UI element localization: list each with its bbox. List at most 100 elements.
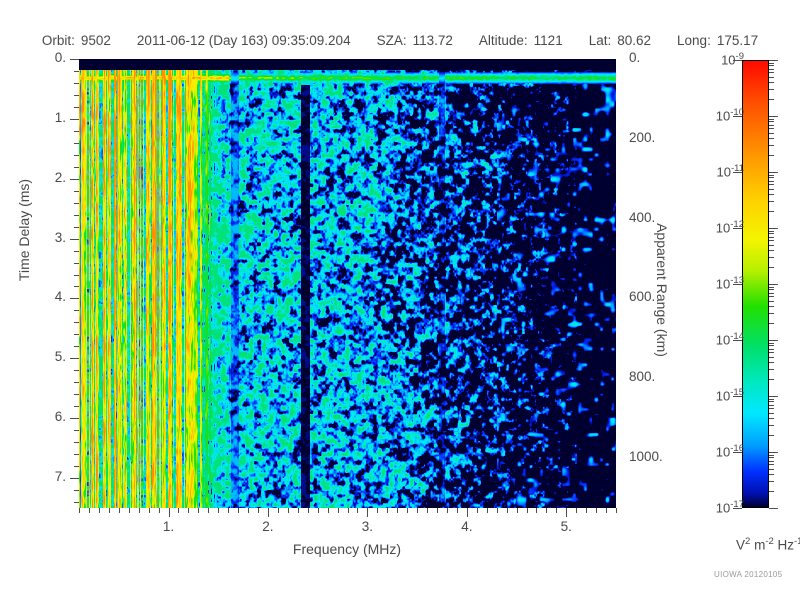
colorbar-tick-minor: [769, 128, 774, 129]
colorbar-tick-minor: [769, 119, 774, 120]
colorbar-tick-minor: [769, 474, 774, 475]
colorbar-tick-minor: [769, 250, 774, 251]
colorbar-tick-minor: [769, 138, 774, 139]
x-tick-minor: [616, 508, 617, 513]
x-tick-minor: [387, 508, 388, 513]
colorbar-tick-major: [733, 508, 742, 509]
header-field-5: Long: 175.17: [677, 33, 758, 48]
y2-tick-label: 800.: [629, 369, 656, 385]
x-tick-minor: [477, 508, 478, 513]
colorbar-tick-major: [733, 452, 742, 453]
y-tick-minor: [74, 167, 79, 168]
y-tick-minor: [74, 203, 79, 204]
colorbar-tick-minor: [769, 231, 774, 232]
x-tick-minor: [298, 508, 299, 513]
y-tick-minor: [74, 155, 79, 156]
x-tick-minor: [437, 508, 438, 513]
x-tick-major: [367, 508, 368, 517]
time-delay-axis: [0, 0, 79, 600]
colorbar-tick-minor: [769, 267, 774, 268]
colorbar-tick-label: 10-11: [716, 163, 745, 180]
colorbar-tick-labels: 10-9 10-10 10-11 10-12 10-13 10-14 10-15 10-16 1…: [688, 51, 745, 518]
colorbar-tick-major: [769, 116, 778, 117]
colorbar-tick-minor: [769, 99, 774, 100]
x-tick-minor: [238, 508, 239, 513]
y-tick-minor: [74, 143, 79, 144]
y-tick-minor: [74, 406, 79, 407]
x-tick-minor: [507, 508, 508, 513]
y-tick-label: 3.: [54, 229, 66, 245]
x-tick-minor: [178, 508, 179, 513]
colorbar-tick-minor: [769, 181, 774, 182]
x-tick-minor: [596, 508, 597, 513]
colorbar-tick-minor: [769, 133, 774, 134]
colorbar-tick-label: 10-15: [715, 387, 744, 404]
colorbar-tick-label: 10-17: [715, 499, 744, 516]
colorbar-tick-major: [733, 228, 742, 229]
colorbar-tick-minor: [769, 155, 774, 156]
colorbar-tick-minor: [769, 461, 774, 462]
colorbar-tick-minor: [769, 345, 774, 346]
x-tick-minor: [328, 508, 329, 513]
y-tick-minor: [74, 107, 79, 108]
colorbar-tick-minor: [769, 189, 774, 190]
colorbar-tick-major: [769, 396, 778, 397]
y-tick-minor: [74, 95, 79, 96]
y-tick-label: 1.: [54, 109, 66, 125]
colorbar-tick-minor: [769, 464, 774, 465]
y-tick-major: [70, 478, 79, 479]
y-tick-major: [70, 239, 79, 240]
x-tick-minor: [149, 508, 150, 513]
colorbar-tick-label: 10-13: [715, 275, 744, 292]
y2-tick-label: 200.: [629, 129, 656, 145]
colorbar-tick-minor: [769, 245, 774, 246]
header-field-1: 2011-06-12 (Day 163) 09:35:09.204: [137, 33, 351, 48]
colorbar-tick-minor: [769, 369, 774, 370]
colorbar-tick-minor: [769, 257, 774, 258]
colorbar-tick-minor: [769, 425, 774, 426]
colorbar-tick-minor: [769, 69, 774, 70]
colorbar-tick-major: [769, 284, 778, 285]
x-tick-minor: [417, 508, 418, 513]
x-tick-minor: [586, 508, 587, 513]
x-tick-minor: [99, 508, 100, 513]
y-tick-minor: [74, 454, 79, 455]
y-tick-minor: [74, 370, 79, 371]
colorbar-units-label: V2 m-2 Hz-1: [736, 536, 800, 553]
colorbar-tick-minor: [769, 65, 774, 66]
y-tick-major: [70, 298, 79, 299]
x-tick-minor: [218, 508, 219, 513]
y-tick-minor: [74, 227, 79, 228]
y-tick-minor: [74, 346, 79, 347]
y-tick-minor: [74, 430, 79, 431]
y-tick-minor: [74, 263, 79, 264]
x-tick-minor: [497, 508, 498, 513]
x-tick-minor: [517, 508, 518, 513]
colorbar-tick-label: 10-16: [715, 443, 744, 460]
colorbar-tick-major: [733, 284, 742, 285]
header-field-3: Altitude: 1121: [479, 33, 563, 48]
x-tick-minor: [447, 508, 448, 513]
colorbar-tick-minor: [769, 301, 774, 302]
frequency-axis: [0, 508, 800, 568]
x-tick-minor: [208, 508, 209, 513]
x-tick-minor: [377, 508, 378, 513]
colorbar-tick-minor: [769, 481, 774, 482]
y-tick-major: [70, 179, 79, 180]
y-tick-major: [70, 119, 79, 120]
x-tick-minor: [427, 508, 428, 513]
colorbar-tick-minor: [769, 379, 774, 380]
x-tick-minor: [248, 508, 249, 513]
colorbar-tick-minor: [769, 457, 774, 458]
header-field-label: Orbit:: [41, 32, 75, 48]
x-tick-minor: [89, 508, 90, 513]
x-tick-major: [467, 508, 468, 517]
y-tick-minor: [74, 191, 79, 192]
colorbar-gradient: [743, 61, 768, 507]
x-tick-minor: [278, 508, 279, 513]
y-tick-label: 2.: [54, 169, 66, 185]
colorbar-tick-major: [769, 340, 778, 341]
colorbar-tick-major: [733, 60, 742, 61]
x-tick-minor: [606, 508, 607, 513]
y-tick-minor: [74, 275, 79, 276]
